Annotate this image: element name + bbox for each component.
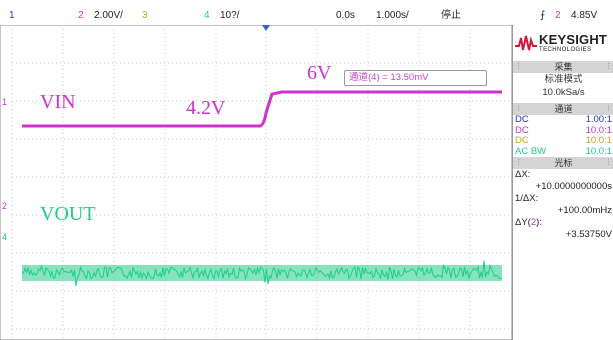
vout-label: VOUT (40, 203, 96, 225)
ch2-marker[interactable]: 2 (2, 201, 8, 211)
trigger-level: 4.85V (571, 10, 598, 21)
drag-dots-icon: ⋮ (605, 63, 612, 70)
vout-noise-band (22, 265, 502, 281)
channel-row[interactable]: AC BW 10.0:1 (513, 145, 613, 158)
channel-coupling: DC (515, 135, 529, 146)
cursors-header[interactable]: ⋮ 光标 ⋮ (513, 157, 613, 169)
acquisition-title: 采集 (554, 62, 573, 72)
drag-dots-icon: ⋮ (515, 105, 522, 112)
drag-dots-icon: ⋮ (515, 159, 522, 166)
drag-dots-icon: ⋮ (605, 159, 612, 166)
channel-probe-ratio: 10.0:1 (585, 145, 612, 157)
brand-subtitle: TECHNOLOGIES (539, 47, 592, 53)
delta-x-value: +10.0000000000s (535, 181, 612, 192)
ch1-number[interactable]: 1 (9, 10, 15, 21)
vin-trace (22, 90, 502, 128)
drag-dots-icon: ⋮ (605, 105, 612, 112)
channel-coupling: DC (515, 114, 529, 125)
ch1-marker[interactable]: 1 (2, 97, 8, 107)
inverse-delta-x-label: 1/ΔX: (515, 193, 539, 204)
delta-y-value: +3.53750V (565, 229, 612, 240)
channel-probe-ratio: 10.0:1 (585, 135, 612, 146)
vin-after-voltage-label: 6V (307, 62, 332, 84)
ch2-scale: 2.00V/ (94, 10, 123, 21)
channel-probe-ratio: 1.00:1 (585, 114, 612, 125)
waveform-display[interactable]: VIN 4.2V 6V VOUT 通道(4) = 13.50mV 1 2 4 (0, 25, 512, 340)
sample-rate: 10.0kSa/s (542, 87, 585, 98)
vin-before-voltage-label: 4.2V (186, 97, 226, 119)
ch2-number[interactable]: 2 (78, 10, 84, 21)
time-scale: 1.000s/ (376, 10, 409, 21)
cursors-title: 光标 (554, 158, 573, 168)
channels-title: 通道 (554, 104, 573, 114)
status-bar: 1 2 2.00V/ 3 4 10?/ 0.0s 1.000s/ 停止 ⨍ 2 … (0, 0, 613, 24)
ch4-scale: 10?/ (220, 10, 240, 21)
inverse-delta-x-value: +100.00mHz (557, 205, 612, 216)
acquisition-header[interactable]: ⋮ 采集 ⋮ (513, 61, 613, 73)
trigger-channel: 2 (555, 10, 561, 21)
channel-list: DC 1.00:1 DC 10.0:1 DC 10.0:1 AC BW 10.0:1 (513, 114, 613, 158)
keysight-wave-icon (515, 35, 537, 51)
acquisition-mode: 标准模式 (544, 74, 583, 85)
drag-dots-icon: ⋮ (515, 63, 522, 70)
channel-coupling: AC BW (515, 145, 547, 157)
ch4-number[interactable]: 4 (204, 10, 210, 21)
delta-x-label: ΔX: (515, 169, 531, 180)
channel-coupling: DC (515, 124, 529, 136)
channels-header[interactable]: ⋮ 通道 ⋮ (513, 103, 613, 115)
brand-logo: KEYSIGHT TECHNOLOGIES (513, 25, 613, 61)
measurement-readout: 通道(4) = 13.50mV (344, 70, 487, 86)
time-offset: 0.0s (336, 10, 355, 21)
channel-row[interactable]: DC 10.0:1 (513, 135, 613, 147)
channel-probe-ratio: 10.0:1 (585, 124, 612, 136)
delta-y-label: ΔY(2): (515, 217, 542, 228)
brand-name: KEYSIGHT (539, 32, 608, 47)
run-state: 停止 (441, 10, 461, 21)
channel-row[interactable]: DC 10.0:1 (513, 124, 613, 137)
vin-label: VIN (40, 91, 76, 113)
ch4-marker[interactable]: 4 (2, 232, 8, 242)
trigger-position-marker (262, 25, 270, 31)
ch3-number[interactable]: 3 (142, 10, 148, 21)
channel-row[interactable]: DC 1.00:1 (513, 114, 613, 126)
side-panel: KEYSIGHT TECHNOLOGIES ⋮ 采集 ⋮ 标准模式 10.0kS… (512, 25, 613, 340)
trigger-icon: ⨍ (540, 10, 546, 21)
